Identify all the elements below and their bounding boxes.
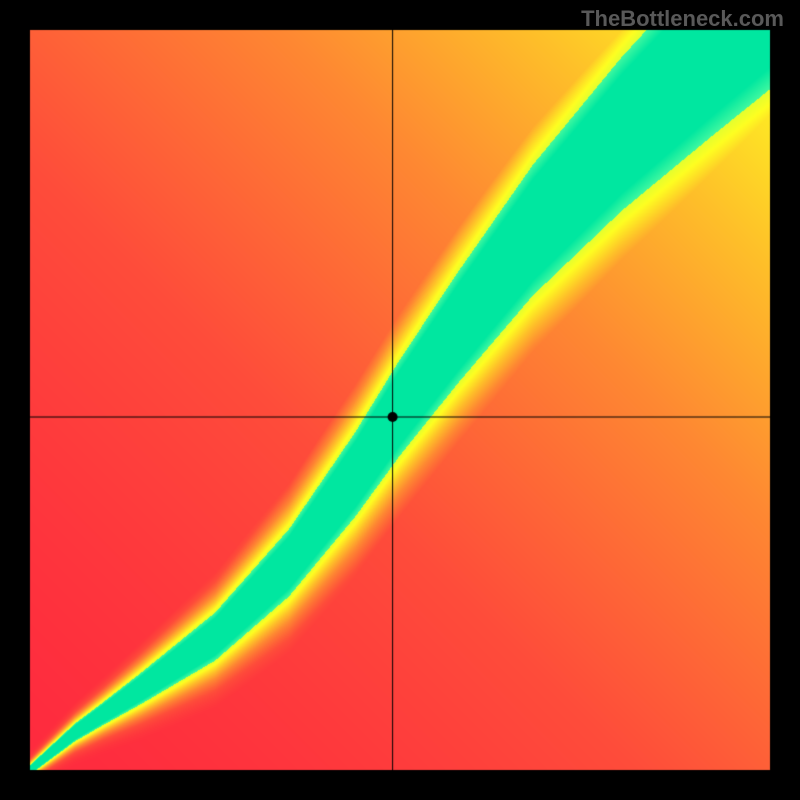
- chart-container: TheBottleneck.com: [0, 0, 800, 800]
- heatmap-canvas: [0, 0, 800, 800]
